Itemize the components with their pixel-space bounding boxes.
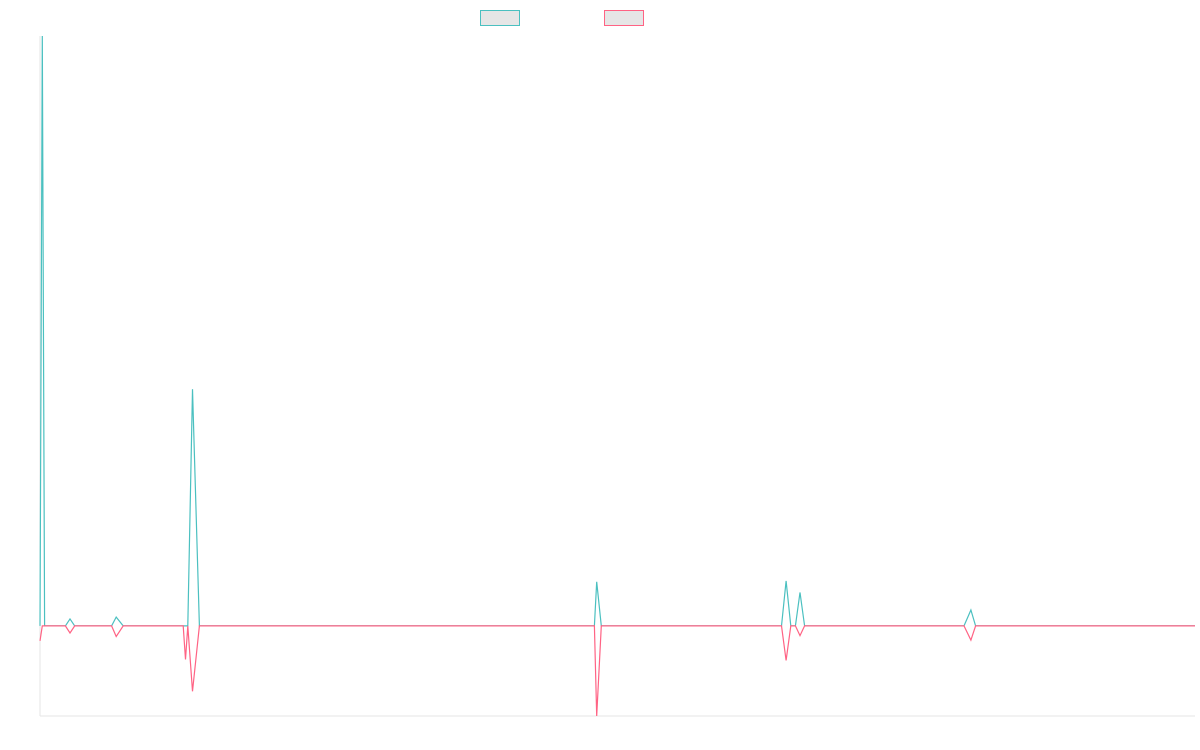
legend-swatch-1[interactable] [480, 10, 520, 26]
series-line-2 [39, 625, 1195, 717]
series-line-1 [39, 35, 1195, 627]
series-layer [39, 35, 1195, 717]
chart-axes [39, 36, 1195, 717]
legend-swatch-2[interactable] [604, 10, 644, 26]
